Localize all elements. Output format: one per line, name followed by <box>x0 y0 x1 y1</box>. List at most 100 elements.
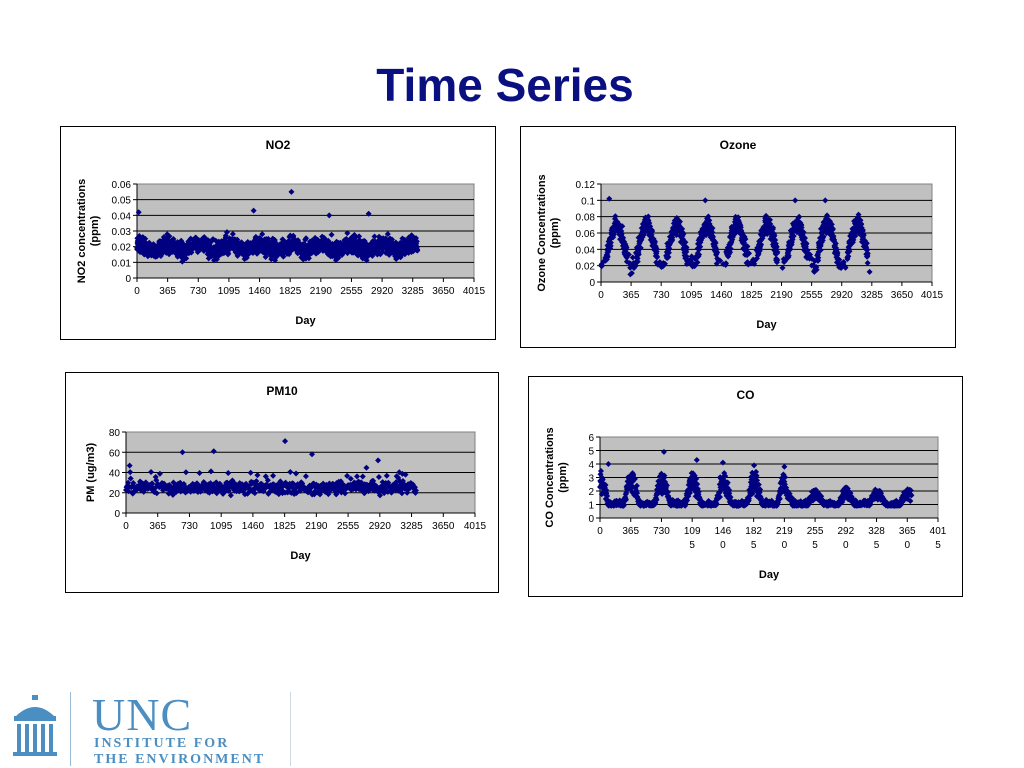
x-tick-label: 2920 <box>371 286 394 297</box>
data-point <box>604 493 611 500</box>
x-tick-label: 0 <box>123 521 129 532</box>
data-point <box>238 239 245 246</box>
data-point <box>746 250 753 257</box>
data-point <box>800 229 807 236</box>
data-point <box>742 236 749 243</box>
x-axis-label: Day <box>759 569 780 581</box>
y-tick-label: 80 <box>109 428 121 439</box>
data-point <box>174 249 181 256</box>
data-point <box>824 212 831 219</box>
data-point <box>288 489 295 496</box>
data-point <box>817 242 824 249</box>
data-point <box>658 470 665 477</box>
data-point <box>285 485 292 492</box>
data-point <box>398 490 405 497</box>
x-tick-label: 4015 <box>463 286 486 297</box>
data-point <box>659 490 666 497</box>
data-point <box>680 242 687 249</box>
data-point <box>686 489 693 496</box>
y-tick-label: 0.02 <box>576 262 596 273</box>
data-point <box>717 257 724 264</box>
data-point <box>727 245 734 252</box>
x-tick-label: 3650 <box>891 290 914 301</box>
data-point <box>363 464 370 471</box>
x-tick-label: 5 <box>689 540 695 551</box>
data-point <box>414 247 421 254</box>
logo-subtitle: INSTITUTE FOR THE ENVIRONMENT <box>94 736 265 768</box>
data-point <box>344 472 351 479</box>
data-point <box>265 490 272 497</box>
chart-pm10: 0 20 40 60 80 0 365 730 1095 1460 1825 2190 2555 2920… <box>65 372 499 593</box>
data-point <box>251 490 258 497</box>
data-point <box>376 492 383 499</box>
data-point <box>693 456 700 463</box>
data-point <box>142 479 149 486</box>
data-point <box>254 472 261 479</box>
data-point <box>142 235 149 242</box>
data-point <box>269 235 276 242</box>
y-axis-label: PM (ug/m3) <box>85 443 97 503</box>
data-point <box>786 490 793 497</box>
x-tick-label: 1460 <box>248 286 271 297</box>
data-point <box>866 268 873 275</box>
data-point <box>696 495 703 502</box>
y-axis-label: CO Concentrations <box>544 427 556 527</box>
data-point <box>309 451 316 458</box>
data-point <box>270 472 277 479</box>
x-tick-label: 1095 <box>210 521 233 532</box>
data-point <box>694 481 701 488</box>
data-point <box>744 243 751 250</box>
data-point <box>288 188 295 195</box>
logo-subtitle-line1: INSTITUTE FOR <box>94 736 230 751</box>
data-point <box>846 248 853 255</box>
x-tick-label: 2555 <box>340 286 363 297</box>
logo-divider <box>70 692 71 766</box>
data-point <box>200 248 207 255</box>
data-point <box>654 254 661 261</box>
data-point <box>656 489 663 496</box>
x-tick-label: 4015 <box>921 290 944 301</box>
data-point <box>642 214 649 221</box>
data-point <box>864 250 871 257</box>
data-point <box>606 195 613 202</box>
data-point <box>651 238 658 245</box>
data-point <box>863 240 870 247</box>
data-point <box>384 231 391 238</box>
data-point <box>409 481 416 488</box>
data-point <box>271 257 278 264</box>
data-point <box>820 233 827 240</box>
data-point <box>625 251 632 258</box>
data-point <box>379 249 386 256</box>
data-point <box>174 253 181 260</box>
x-tick-label: 730 <box>181 521 198 532</box>
data-point <box>158 250 165 257</box>
data-point <box>600 489 607 496</box>
data-point <box>714 249 721 256</box>
data-point <box>631 475 638 482</box>
data-point <box>156 470 163 477</box>
data-point <box>635 251 642 258</box>
data-point <box>858 221 865 228</box>
data-point <box>684 497 691 504</box>
data-point <box>356 233 363 240</box>
data-point <box>599 476 606 483</box>
data-point <box>629 254 636 261</box>
data-point <box>230 479 237 486</box>
data-point <box>315 237 322 244</box>
data-point <box>332 487 339 494</box>
y-tick-label: 0.01 <box>112 258 132 269</box>
data-point <box>637 244 644 251</box>
x-tick-label: 182 <box>745 526 762 537</box>
data-point <box>196 470 203 477</box>
y-tick-label: 0.12 <box>576 180 596 191</box>
data-point <box>326 212 333 219</box>
data-point <box>627 264 634 271</box>
data-point <box>859 226 866 233</box>
data-point <box>624 253 631 260</box>
data-point <box>680 230 687 237</box>
data-point <box>706 217 713 224</box>
data-point <box>661 260 668 267</box>
x-tick-label: 5 <box>812 540 818 551</box>
